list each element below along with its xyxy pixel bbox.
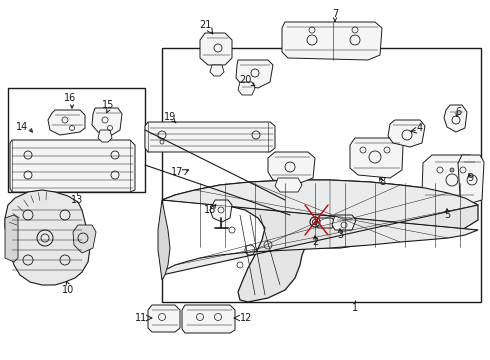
Text: 14: 14	[16, 122, 28, 132]
Polygon shape	[268, 152, 315, 183]
Text: 20: 20	[239, 75, 251, 85]
Polygon shape	[182, 305, 235, 333]
Text: 2: 2	[312, 237, 318, 247]
Text: 4: 4	[417, 123, 423, 133]
Polygon shape	[148, 305, 180, 332]
Polygon shape	[5, 190, 90, 285]
Polygon shape	[5, 215, 18, 262]
Text: 21: 21	[199, 20, 211, 30]
Text: 19: 19	[164, 112, 176, 122]
Polygon shape	[145, 122, 275, 152]
Polygon shape	[48, 110, 85, 135]
Polygon shape	[316, 218, 335, 228]
Polygon shape	[238, 82, 255, 95]
Text: 10: 10	[62, 285, 74, 295]
Polygon shape	[282, 22, 382, 60]
Circle shape	[450, 168, 454, 172]
Polygon shape	[158, 200, 170, 280]
Polygon shape	[236, 60, 273, 88]
Text: 16: 16	[64, 93, 76, 103]
Polygon shape	[388, 120, 425, 147]
Polygon shape	[422, 155, 478, 208]
Text: 11: 11	[135, 313, 147, 323]
Polygon shape	[210, 200, 232, 222]
Polygon shape	[458, 155, 484, 204]
Polygon shape	[332, 215, 356, 230]
Polygon shape	[73, 225, 96, 253]
Text: 12: 12	[240, 313, 252, 323]
Polygon shape	[350, 138, 403, 178]
Text: 5: 5	[444, 210, 450, 220]
Polygon shape	[98, 130, 112, 142]
Text: 8: 8	[379, 177, 385, 187]
Text: 7: 7	[332, 9, 338, 19]
Text: 15: 15	[102, 100, 114, 110]
Polygon shape	[200, 33, 232, 65]
Text: 3: 3	[337, 230, 343, 240]
Polygon shape	[275, 178, 302, 192]
Polygon shape	[10, 140, 135, 192]
Text: 13: 13	[71, 195, 83, 205]
Text: 17: 17	[171, 167, 183, 177]
Polygon shape	[444, 105, 467, 132]
Text: 18: 18	[204, 205, 216, 215]
Text: 1: 1	[352, 303, 358, 313]
Text: 6: 6	[455, 107, 461, 117]
Polygon shape	[162, 180, 478, 275]
Polygon shape	[92, 108, 122, 135]
Polygon shape	[162, 180, 478, 302]
Text: 9: 9	[467, 173, 473, 183]
Polygon shape	[210, 65, 224, 76]
